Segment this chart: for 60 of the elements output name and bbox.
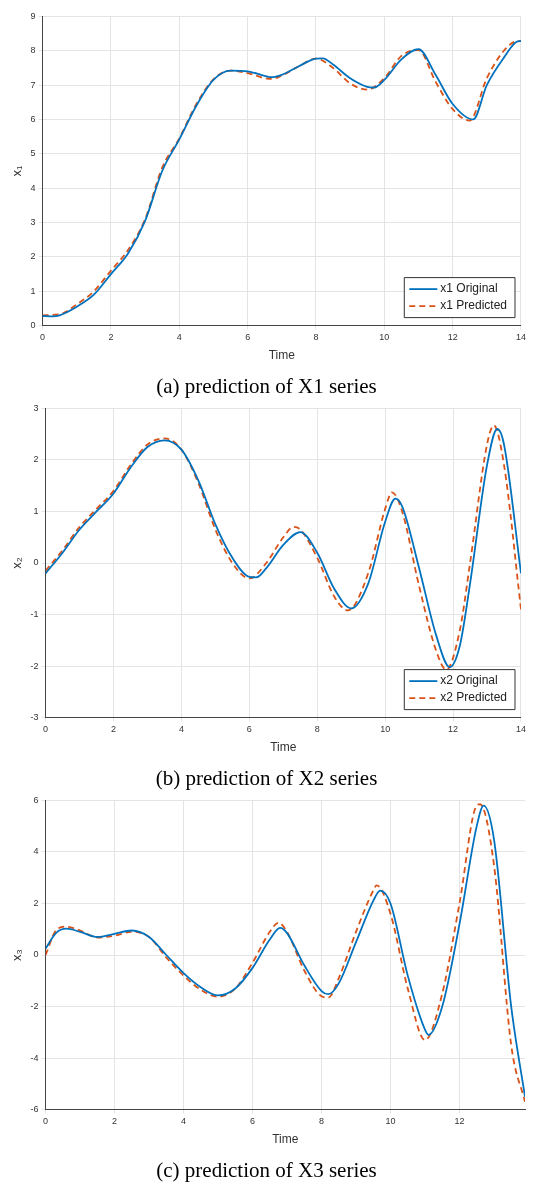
y-tick-label: 2 xyxy=(33,897,39,908)
x-tick-label: 8 xyxy=(319,1116,325,1127)
x-tick-label: 2 xyxy=(112,1116,118,1127)
y-tick-label: -2 xyxy=(30,1001,39,1012)
x-tick-label: 8 xyxy=(313,332,319,343)
y-tick-label: 7 xyxy=(30,79,36,90)
y-tick-label: -6 xyxy=(30,1104,39,1115)
x-tick-label: 6 xyxy=(245,332,251,343)
x-axis-title: Time xyxy=(272,1131,299,1146)
x-tick-label: 4 xyxy=(176,332,182,343)
x-tick-label: 10 xyxy=(379,332,390,343)
y-tick-label: 0 xyxy=(33,949,39,960)
x-tick-label: 6 xyxy=(250,1116,256,1127)
y-tick-label: -4 xyxy=(30,1052,39,1063)
y-axis-title: x₁ xyxy=(9,164,25,177)
text: (b) prediction of X2 series xyxy=(155,765,378,790)
x-tick-label: 0 xyxy=(40,332,46,343)
y-tick-label: -3 xyxy=(30,712,39,723)
x-tick-label: 14 xyxy=(515,724,526,735)
legend-label: x2 Original xyxy=(440,673,498,688)
x-tick-label: 12 xyxy=(454,1116,465,1127)
x-tick-label: 10 xyxy=(385,1116,396,1127)
text: (a) prediction of X1 series xyxy=(156,373,377,398)
y-tick-label: 8 xyxy=(30,45,36,56)
y-tick-label: 6 xyxy=(33,794,39,805)
y-tick-label: -1 xyxy=(30,609,39,620)
y-axis-title: x₂ xyxy=(9,557,25,569)
y-tick-label: 3 xyxy=(30,217,36,228)
x-tick-label: 0 xyxy=(43,724,49,735)
x-tick-label: 12 xyxy=(448,724,459,735)
y-tick-label: 2 xyxy=(30,251,36,262)
y-tick-label: 0 xyxy=(33,557,39,568)
x-tick-label: 2 xyxy=(108,332,114,343)
y-tick-label: 4 xyxy=(30,182,36,193)
y-tick-label: 0 xyxy=(30,320,36,331)
legend-label: x1 Predicted xyxy=(440,298,507,313)
legend-label: x1 Original xyxy=(440,281,498,296)
x-tick-label: 6 xyxy=(246,724,252,735)
y-tick-label: 2 xyxy=(33,454,39,465)
x-tick-label: 4 xyxy=(181,1116,187,1127)
x-tick-label: 4 xyxy=(178,724,184,735)
x-axis-title: Time xyxy=(270,739,297,754)
x-tick-label: 14 xyxy=(515,332,526,343)
legend-label: x2 Predicted xyxy=(440,690,507,705)
x-tick-label: 12 xyxy=(447,332,458,343)
y-tick-label: 9 xyxy=(30,10,36,21)
y-tick-label: -2 xyxy=(30,660,39,671)
y-tick-label: 3 xyxy=(33,402,39,413)
x-tick-label: 10 xyxy=(380,724,391,735)
y-tick-label: 5 xyxy=(30,148,36,159)
y-tick-label: 1 xyxy=(30,285,36,296)
x-tick-label: 8 xyxy=(314,724,320,735)
text: (c) prediction of X3 series xyxy=(156,1157,377,1182)
y-axis-title: x₃ xyxy=(9,949,25,961)
x-tick-label: 0 xyxy=(43,1116,49,1127)
y-tick-label: 4 xyxy=(33,846,39,857)
y-tick-label: 6 xyxy=(30,113,36,124)
x-tick-label: 2 xyxy=(111,724,117,735)
x-axis-title: Time xyxy=(268,347,296,362)
y-tick-label: 1 xyxy=(33,505,39,516)
